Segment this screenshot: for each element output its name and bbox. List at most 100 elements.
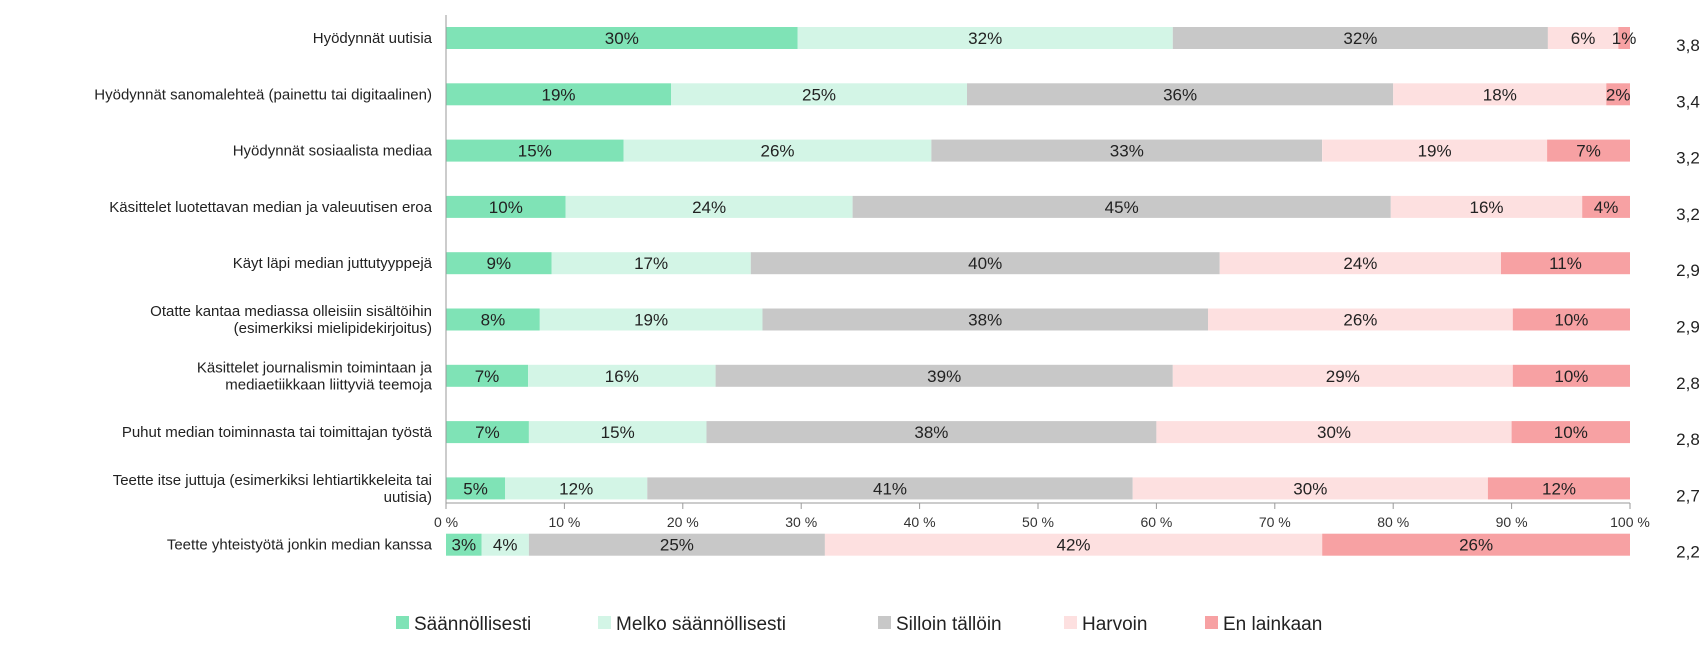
mean-value-6: 2,8 — [1676, 374, 1700, 393]
segment-label-1-9: 4% — [493, 536, 518, 555]
segment-label-0-7: 7% — [475, 423, 500, 442]
bar-segment-3-9 — [824, 533, 1323, 556]
bar-segment-0-5 — [446, 308, 540, 331]
bar-segment-2-8 — [647, 477, 1133, 500]
bar-segment-1-4 — [551, 252, 751, 275]
bar-segment-2-6 — [715, 364, 1173, 387]
bar-segment-1-9 — [481, 533, 529, 556]
segment-label-2-7: 38% — [914, 423, 948, 442]
category-labels-group: Hyödynnät uutisia Hyödynnät sanomalehteä … — [94, 30, 432, 554]
category-label-6: Käsittelet journalismin toimintaan ja med… — [197, 359, 433, 393]
bar-segment-0-4 — [446, 252, 552, 275]
bar-segment-2-5 — [762, 308, 1208, 331]
segment-label-0-5: 8% — [481, 311, 506, 330]
category-label-8: Teette itse juttuja (esimerkiksi lehtiar… — [113, 472, 432, 506]
bar-segment-2-4 — [750, 252, 1220, 275]
bar-segment-2-0 — [1172, 27, 1548, 49]
segment-label-4-7: 10% — [1554, 423, 1588, 442]
bar-segment-1-1 — [671, 83, 967, 106]
legend-swatch-0 — [396, 616, 409, 629]
legend-label-3: Harvoin — [1082, 614, 1147, 635]
x-tick-label-8: 80 % — [1377, 514, 1409, 530]
segment-label-4-2: 7% — [1576, 142, 1601, 161]
legend-swatch-3 — [1064, 616, 1077, 629]
segment-label-0-4: 9% — [487, 254, 512, 273]
segment-label-2-6: 39% — [927, 367, 961, 386]
x-tick-label-4: 40 % — [904, 514, 936, 530]
segment-label-4-6: 10% — [1554, 367, 1588, 386]
segment-label-3-2: 19% — [1418, 142, 1452, 161]
bar-segment-0-1 — [446, 83, 671, 106]
segment-labels-group: 30% 32% 32% 6% 1% 19% 25% 36% 18% 2% 15% 26% 33% 19% 7… — [452, 29, 1637, 555]
segment-label-4-3: 4% — [1594, 198, 1619, 217]
bar-segment-3-4 — [1219, 252, 1501, 275]
mean-value-0: 3,8 — [1676, 36, 1700, 55]
category-label-2: Hyödynnät sosiaalista mediaa — [233, 143, 433, 160]
legend: Säännöllisesti Melko säännöllisesti Silloi… — [396, 614, 1322, 635]
category-label-4: Käyt läpi median juttutyyppejä — [233, 255, 433, 272]
segment-label-0-0: 30% — [605, 29, 639, 48]
segment-label-3-7: 30% — [1317, 423, 1351, 442]
bar-segment-1-7 — [528, 421, 707, 444]
segment-label-3-4: 24% — [1343, 254, 1377, 273]
legend-label-4: En lainkaan — [1223, 614, 1322, 635]
segment-label-4-0: 1% — [1612, 29, 1637, 48]
segment-label-2-5: 38% — [968, 311, 1002, 330]
bar-segment-0-8 — [446, 477, 506, 500]
legend-swatch-1 — [598, 616, 611, 629]
segment-label-3-5: 26% — [1343, 311, 1377, 330]
mean-value-3: 3,2 — [1676, 205, 1700, 224]
bar-segment-3-6 — [1172, 364, 1513, 387]
segment-label-0-1: 19% — [541, 85, 575, 104]
mean-value-2: 3,2 — [1676, 149, 1700, 168]
segment-label-4-1: 2% — [1606, 85, 1631, 104]
bar-segment-4-5 — [1512, 308, 1630, 331]
bar-segment-2-7 — [706, 421, 1157, 444]
segment-label-2-0: 32% — [1343, 29, 1377, 48]
segment-label-0-6: 7% — [475, 367, 500, 386]
mean-value-4: 2,9 — [1676, 261, 1700, 280]
bar-segment-1-0 — [797, 27, 1173, 49]
bar-segment-1-2 — [623, 139, 932, 162]
bar-segment-4-6 — [1512, 364, 1630, 387]
bar-segment-3-5 — [1208, 308, 1513, 331]
bar-segment-1-6 — [528, 364, 716, 387]
category-label-7: Puhut median toiminnasta tai toimittajan… — [122, 424, 433, 441]
bar-segment-4-7 — [1511, 421, 1630, 444]
bar-segment-4-8 — [1487, 477, 1630, 500]
segment-label-0-2: 15% — [518, 142, 552, 161]
bar-segment-3-2 — [1322, 139, 1548, 162]
mean-value-9: 2,2 — [1676, 543, 1700, 562]
bar-segment-1-8 — [505, 477, 648, 500]
bar-segment-2-9 — [528, 533, 825, 556]
bar-segment-0-6 — [446, 364, 529, 387]
x-tick-label-10: 100 % — [1610, 514, 1650, 530]
x-tick-label-6: 60 % — [1140, 514, 1172, 530]
mean-value-5: 2,9 — [1676, 318, 1700, 337]
segment-label-0-8: 5% — [463, 479, 488, 498]
legend-label-2: Silloin tällöin — [896, 614, 1002, 635]
legend-label-1: Melko säännöllisesti — [616, 614, 786, 635]
bar-segment-3-1 — [1393, 83, 1607, 106]
segment-label-1-3: 24% — [692, 198, 726, 217]
bar-segment-3-3 — [1390, 195, 1583, 218]
means-group: 3,8 3,4 3,2 3,2 2,9 2,9 2,8 2,8 2,7 2,2 — [1676, 36, 1700, 562]
category-label-5: Otatte kantaa mediassa olleisiin sisältö… — [150, 303, 432, 337]
segment-label-2-9: 25% — [660, 536, 694, 555]
segment-label-3-6: 29% — [1326, 367, 1360, 386]
segment-label-3-0: 6% — [1571, 29, 1596, 48]
bar-segment-2-3 — [852, 195, 1391, 218]
x-tick-label-7: 70 % — [1259, 514, 1291, 530]
bar-segment-3-7 — [1156, 421, 1512, 444]
segment-label-3-3: 16% — [1469, 198, 1503, 217]
category-label-9: Teette yhteistyötä jonkin median kanssa — [167, 537, 433, 554]
bar-segment-4-2 — [1547, 139, 1630, 162]
segment-label-1-7: 15% — [601, 423, 635, 442]
segment-label-4-9: 26% — [1459, 536, 1493, 555]
x-tick-label-1: 10 % — [548, 514, 580, 530]
segment-label-1-6: 16% — [605, 367, 639, 386]
segment-label-2-3: 45% — [1105, 198, 1139, 217]
legend-swatch-2 — [878, 616, 891, 629]
bar-segment-2-1 — [967, 83, 1394, 106]
segment-label-0-9: 3% — [452, 536, 477, 555]
